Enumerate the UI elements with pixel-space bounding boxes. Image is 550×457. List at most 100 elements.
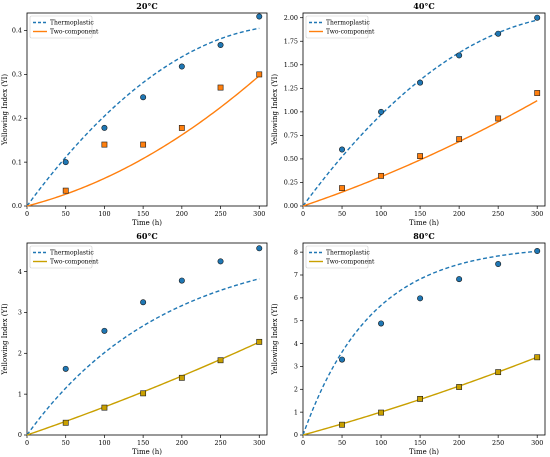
- series-line: [26, 341, 260, 436]
- legend-box: [305, 245, 369, 269]
- data-point: [217, 258, 224, 265]
- y-tick-label: 0.3: [12, 71, 22, 79]
- series-line: [302, 19, 538, 207]
- series-line: [26, 278, 260, 436]
- data-point: [140, 299, 147, 306]
- x-tick-label: 250: [492, 439, 504, 447]
- y-tick-label: 1.25: [284, 85, 298, 93]
- legend-label: Two-component: [326, 259, 375, 266]
- y-tick-label: 4: [294, 340, 298, 348]
- y-tick-label: 3: [294, 363, 298, 371]
- x-tick-label: 150: [137, 210, 149, 218]
- data-point: [101, 141, 108, 148]
- y-tick-label: 1: [18, 390, 22, 398]
- y-tick-label: 3: [18, 309, 22, 317]
- x-tick-label: 150: [414, 439, 426, 447]
- data-point: [178, 374, 185, 381]
- series-line: [302, 100, 538, 207]
- series-line: [26, 27, 260, 207]
- y-tick-label: 0: [294, 431, 298, 439]
- legend-box: [29, 15, 93, 39]
- y-tick-label: 2: [18, 349, 22, 357]
- data-point: [456, 276, 463, 283]
- chart-title: 80°C: [413, 231, 435, 241]
- data-point: [217, 42, 224, 49]
- plot-frame: [26, 242, 268, 436]
- data-point: [534, 354, 541, 361]
- legend: Thermoplastic Two-component: [29, 15, 99, 39]
- x-tick-label: 250: [214, 210, 226, 218]
- y-tick-label: 2.00: [284, 14, 298, 22]
- data-point: [140, 94, 147, 101]
- series-thermoplastic: [302, 248, 541, 436]
- legend-label: Thermoplastic: [50, 250, 94, 257]
- legend-label: Thermoplastic: [326, 250, 370, 257]
- y-tick-label: 6: [294, 294, 298, 302]
- x-tick-label: 300: [253, 439, 265, 447]
- plot-frame: [26, 12, 268, 207]
- legend-label: Thermoplastic: [326, 20, 370, 27]
- y-tick-label: 0: [18, 431, 22, 439]
- data-point: [101, 327, 108, 334]
- x-tick-label: 100: [98, 210, 110, 218]
- data-point: [417, 79, 424, 86]
- y-tick-label: 0.00: [284, 202, 298, 210]
- data-point: [378, 108, 385, 115]
- data-point: [256, 245, 263, 252]
- x-tick-label: 100: [98, 439, 110, 447]
- data-point: [339, 356, 346, 363]
- y-tick-label: 7: [294, 271, 298, 279]
- y-tick-label: 0.4: [12, 27, 22, 35]
- data-point: [140, 141, 147, 148]
- plot-frame: [302, 242, 546, 436]
- chart-panel-4: 80°C 0 50 100 150 200 250 300 0 1 2 3 4 5 6 7 8 Time (h) Y…: [271, 231, 546, 456]
- x-tick-label: 0: [25, 210, 29, 218]
- data-point: [62, 159, 69, 166]
- y-tick-label: 1.75: [284, 37, 298, 45]
- x-tick-label: 250: [492, 210, 504, 218]
- data-point: [101, 124, 108, 131]
- x-tick-label: 300: [531, 210, 543, 218]
- data-point: [378, 320, 385, 327]
- data-point: [456, 52, 463, 59]
- data-point: [417, 153, 423, 160]
- data-point: [456, 136, 463, 143]
- series-thermoplastic: [26, 245, 263, 436]
- y-tick-label: 0.2: [12, 114, 22, 122]
- data-point: [534, 90, 541, 96]
- data-point: [140, 390, 147, 397]
- data-point: [534, 248, 541, 255]
- data-point: [495, 261, 502, 268]
- legend-label: Thermoplastic: [50, 20, 94, 27]
- legend-box: [29, 245, 93, 269]
- data-point: [62, 187, 69, 194]
- data-point: [178, 125, 185, 131]
- x-tick-label: 200: [453, 439, 465, 447]
- data-point: [178, 63, 185, 70]
- y-tick-label: 0.1: [12, 158, 22, 166]
- data-point: [339, 146, 346, 153]
- data-point: [217, 84, 224, 91]
- y-tick-label: 0.0: [12, 202, 22, 210]
- legend: Thermoplastic Two-component: [29, 245, 99, 269]
- x-tick-label: 50: [62, 210, 70, 218]
- chart-panel-3: 60°C 0 50 100 150 200 250 300 0 1 2 3 4 Time (h) Yello…: [1, 231, 268, 456]
- y-tick-label: 0.50: [284, 155, 298, 163]
- chart-panel-2: 40°C 0 50 100 150 200 250 300 0.00 0.25 0.50 0.75 1.…: [271, 1, 546, 227]
- data-point: [495, 115, 502, 122]
- legend-label: Two-component: [326, 29, 375, 36]
- x-tick-label: 100: [375, 210, 387, 218]
- y-axis-label: Yellowing Index (YI): [271, 303, 279, 375]
- x-tick-label: 300: [253, 210, 265, 218]
- series-thermoplastic: [302, 14, 541, 207]
- y-tick-label: 8: [294, 248, 298, 256]
- data-point: [378, 409, 384, 416]
- x-tick-label: 50: [338, 210, 346, 218]
- series-two-component: [26, 71, 263, 207]
- data-point: [378, 172, 384, 179]
- data-point: [256, 13, 263, 20]
- x-axis-label: Time (h): [409, 448, 439, 456]
- chart-panel-1: 20°C 0 50 100 150 200 250 300 0.0 0.1 0.2 0.3 0.4 Tim…: [1, 1, 268, 227]
- x-tick-label: 200: [176, 210, 188, 218]
